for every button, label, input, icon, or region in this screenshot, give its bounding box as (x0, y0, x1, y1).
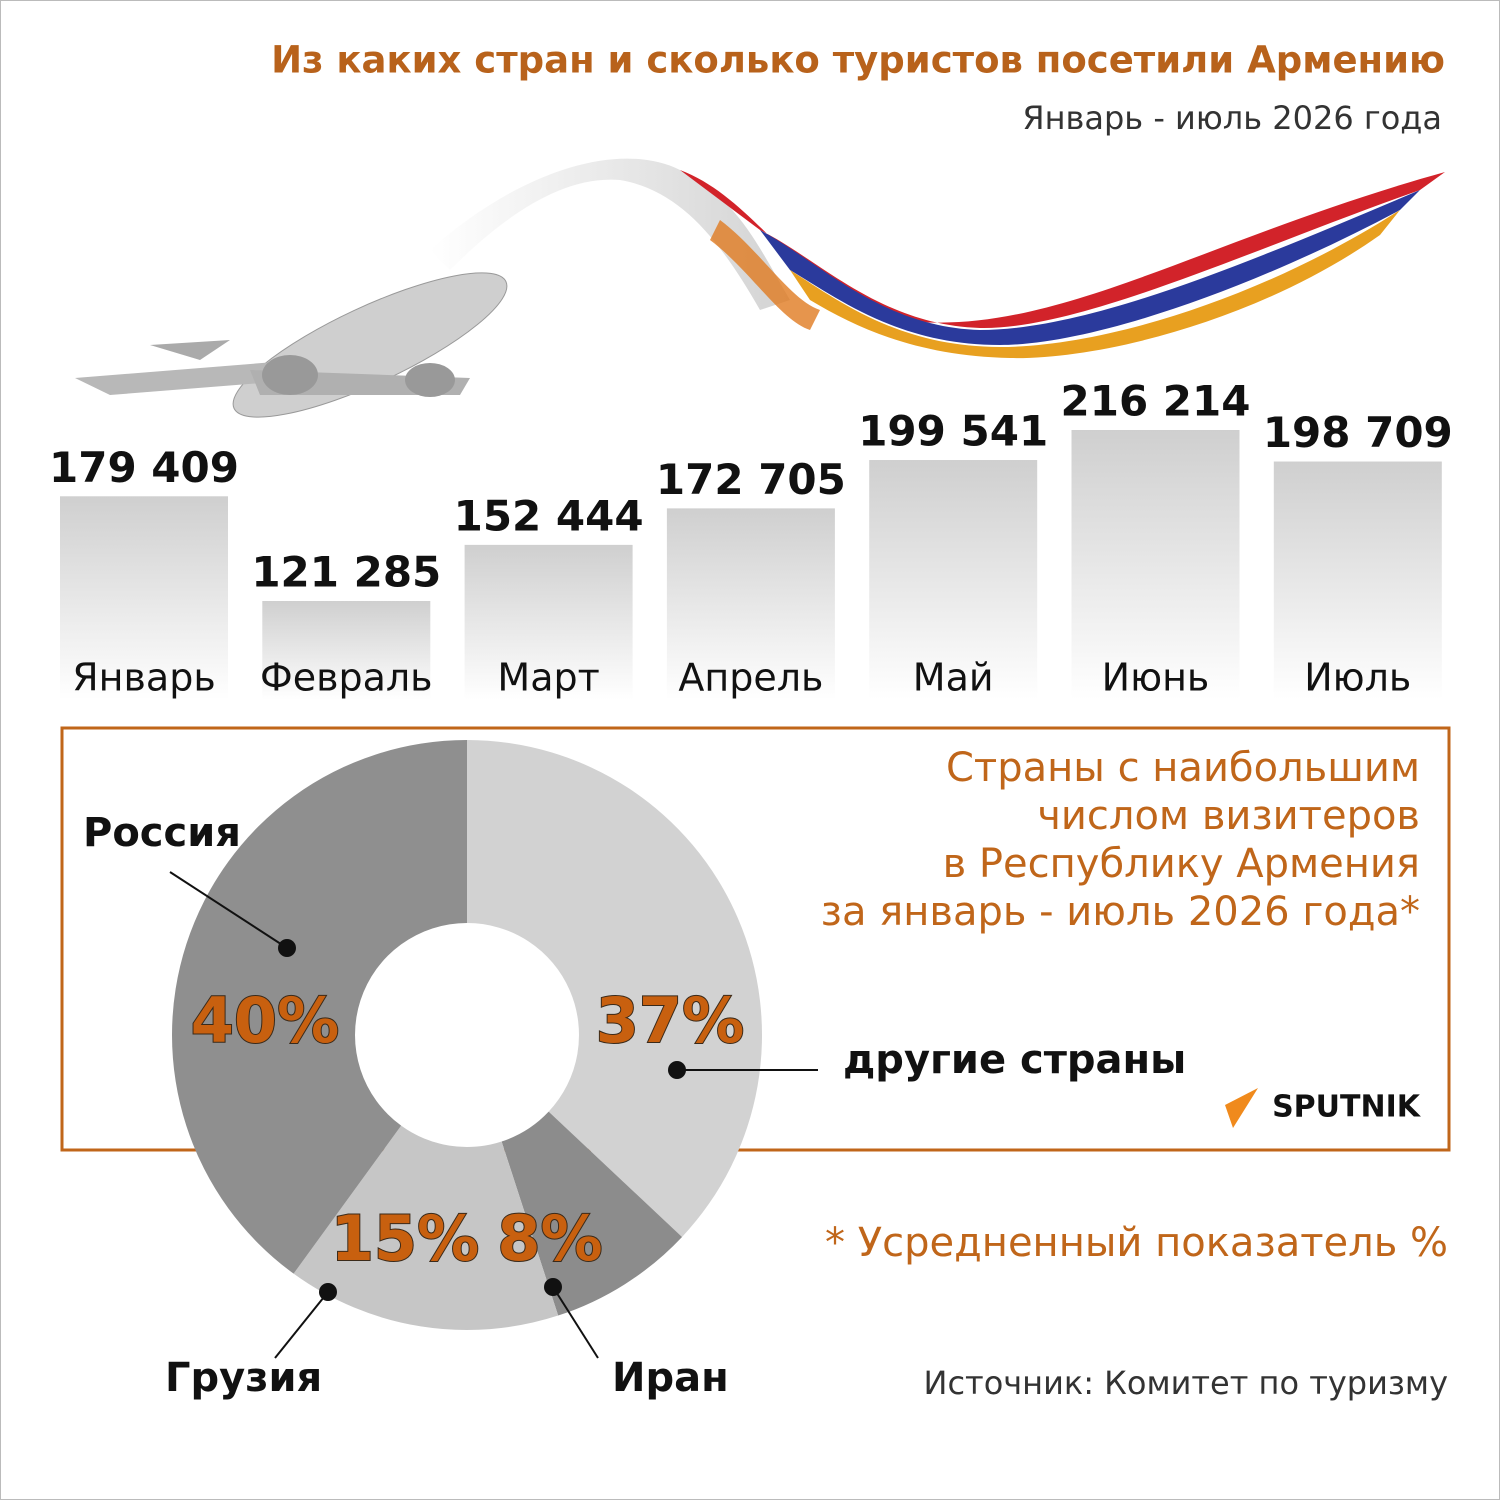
leader-dot (319, 1283, 337, 1301)
category-label: Март (497, 656, 599, 700)
category-label: Июль (1304, 656, 1411, 700)
donut-segment (172, 740, 467, 1274)
percent-label: 37% (596, 984, 744, 1057)
value-label: 179 409 (49, 443, 239, 492)
category-label: Иран (612, 1355, 729, 1401)
bar (262, 601, 431, 700)
leader-line (169, 871, 288, 949)
percent-label: 40% (191, 984, 339, 1057)
percent-label: 8% (497, 1202, 602, 1275)
category-label: Февраль (260, 656, 433, 700)
leader-line (552, 1286, 599, 1359)
bar (666, 508, 835, 700)
logo: SPUTNIK (1272, 1090, 1422, 1125)
category-label: Май (913, 656, 994, 700)
percent-label: 15% (331, 1202, 479, 1275)
value-label: 121 285 (251, 548, 441, 597)
panel-title: в Республику Армения (943, 841, 1420, 887)
donut-segment (293, 1125, 559, 1330)
bar (464, 544, 633, 700)
panel-title: числом визитеров (1037, 793, 1420, 839)
value-label: 152 444 (454, 491, 644, 540)
value-label: 216 214 (1061, 377, 1251, 426)
donut-segment (501, 1111, 683, 1316)
category-label: Россия (83, 810, 241, 856)
donut-segment (467, 740, 762, 1237)
donut-panel (60, 726, 1451, 1152)
bar (60, 496, 228, 700)
panel-title: Страны с наибольшим (946, 745, 1420, 791)
category-label: Грузия (165, 1355, 322, 1401)
category-label: Январь (72, 656, 215, 700)
value-label: 198 709 (1263, 408, 1453, 457)
category-label: Июнь (1102, 656, 1210, 700)
bar (1273, 461, 1442, 700)
bar (1071, 430, 1240, 700)
leader-dot (544, 1278, 562, 1296)
bar (869, 460, 1038, 700)
leader-dot (278, 939, 296, 957)
leader-line (274, 1291, 329, 1359)
footnote: * Усредненный показатель % (825, 1220, 1448, 1266)
panel-title: за январь - июль 2026 года* (821, 889, 1420, 935)
category-label: другие страны (843, 1037, 1186, 1083)
logo-icon (1225, 1088, 1258, 1128)
subtitle: Январь - июль 2026 года (1022, 99, 1442, 137)
leader-dot (668, 1061, 686, 1079)
decoration (75, 158, 1445, 418)
source: Источник: Комитет по туризму (924, 1364, 1448, 1402)
title: Из каких стран и сколько туристов посети… (271, 39, 1445, 82)
category-label: Апрель (678, 656, 823, 700)
value-label: 199 541 (858, 407, 1048, 456)
value-label: 172 705 (656, 455, 846, 504)
